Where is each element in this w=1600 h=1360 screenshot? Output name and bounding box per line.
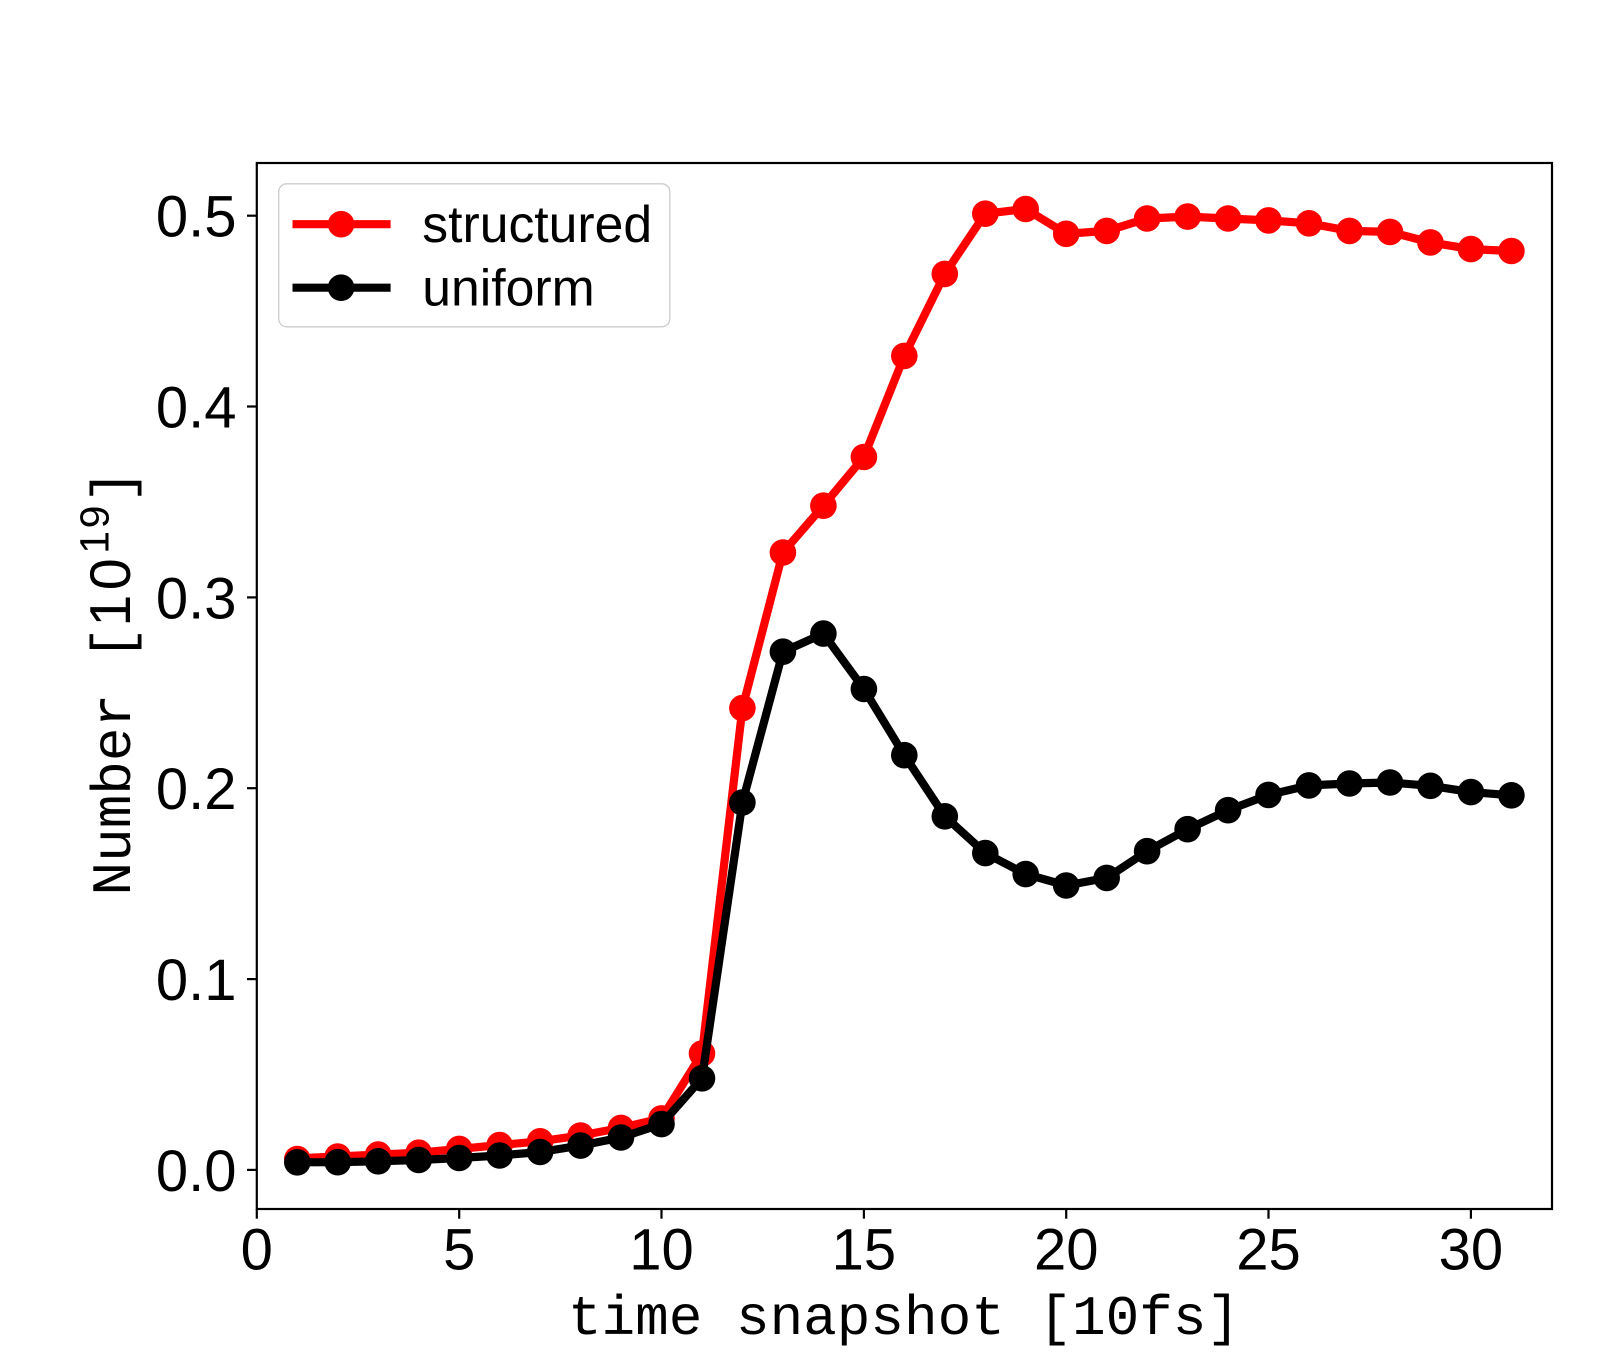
svg-text:uniform: uniform bbox=[422, 259, 594, 317]
svg-text:structured: structured bbox=[422, 195, 652, 253]
svg-text:0: 0 bbox=[241, 1218, 273, 1283]
svg-text:0.1: 0.1 bbox=[156, 948, 237, 1013]
svg-text:15: 15 bbox=[832, 1218, 897, 1283]
svg-text:5: 5 bbox=[443, 1218, 475, 1283]
svg-text:0.5: 0.5 bbox=[156, 185, 237, 250]
svg-text:0.2: 0.2 bbox=[156, 757, 237, 822]
svg-text:0.3: 0.3 bbox=[156, 566, 237, 631]
svg-text:time snapshot [10fs]: time snapshot [10fs] bbox=[568, 1287, 1240, 1351]
svg-text:0.4: 0.4 bbox=[156, 376, 237, 441]
svg-text:20: 20 bbox=[1034, 1218, 1099, 1283]
svg-text:30: 30 bbox=[1439, 1218, 1504, 1283]
svg-text:10: 10 bbox=[629, 1218, 694, 1283]
svg-text:0.0: 0.0 bbox=[156, 1139, 237, 1204]
svg-text:25: 25 bbox=[1236, 1218, 1301, 1283]
